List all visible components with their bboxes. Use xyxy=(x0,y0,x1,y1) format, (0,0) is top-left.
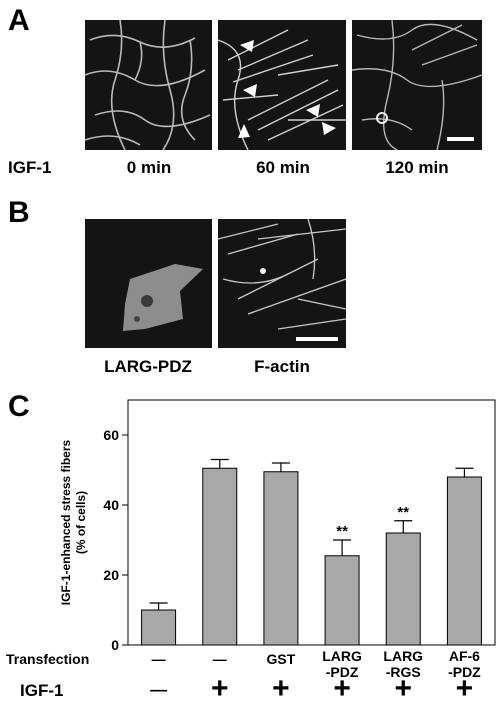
bar-4 xyxy=(385,532,421,646)
y-axis: 0 20 40 60 xyxy=(103,427,128,653)
plot-frame xyxy=(127,399,496,646)
transfection-value-5: AF-6 -PDZ xyxy=(448,648,481,680)
transfection-value-2: GST xyxy=(266,651,296,667)
micrograph-b-f-actin xyxy=(218,219,346,348)
bar-2 xyxy=(263,471,299,646)
y-tick-label-1: 20 xyxy=(103,567,119,583)
transfection-value-0: — xyxy=(151,651,166,667)
transfection-row-label: Transfection xyxy=(6,651,90,667)
panel-a-letter: A xyxy=(8,4,30,37)
igf-value-0: — xyxy=(150,680,168,699)
bars: ** ** xyxy=(141,458,482,646)
y-tick-label-3: 60 xyxy=(103,427,119,443)
igf-treatment-label: IGF-1 xyxy=(8,158,52,177)
micrograph-b-larg-pdz xyxy=(85,219,212,348)
bar-1 xyxy=(202,467,238,646)
igf-value-1: + xyxy=(210,672,229,705)
transfection-value-3: LARG -PDZ xyxy=(322,648,362,680)
y-tick-label-2: 40 xyxy=(103,497,119,513)
transfection-value-1: — xyxy=(212,651,227,667)
transfection-value-4: LARG -RGS xyxy=(383,648,424,680)
significance-mark-3: ** xyxy=(336,523,348,540)
micrograph-a-60min xyxy=(218,20,346,150)
igf-value-3: + xyxy=(333,672,351,705)
bar-3 xyxy=(324,555,360,646)
scale-bar xyxy=(447,137,474,141)
arrowhead-marker xyxy=(240,40,254,52)
image-label-larg-pdz: LARG-PDZ xyxy=(104,357,192,376)
micrograph-a-120min xyxy=(352,20,482,150)
scale-bar xyxy=(296,337,338,341)
y-axis-label: IGF-1-enhanced stress fibers(% of cells) xyxy=(59,439,88,605)
igf-row-label: IGF-1 xyxy=(20,681,64,700)
panel-c-letter: C xyxy=(8,390,30,423)
micrograph-a-0min xyxy=(85,20,212,150)
time-label-0: 0 min xyxy=(126,158,172,177)
bar-5 xyxy=(446,476,482,646)
y-tick-label-0: 0 xyxy=(111,637,119,653)
time-label-120: 120 min xyxy=(385,158,449,177)
igf-value-4: + xyxy=(394,672,413,705)
igf-value-5: + xyxy=(455,672,474,705)
panel-b-letter: B xyxy=(8,196,30,229)
igf-value-2: + xyxy=(272,672,290,705)
image-label-f-actin: F-actin xyxy=(254,357,310,376)
time-label-60: 60 min xyxy=(256,158,310,177)
bar-0 xyxy=(141,609,177,646)
significance-mark-4: ** xyxy=(397,504,409,521)
